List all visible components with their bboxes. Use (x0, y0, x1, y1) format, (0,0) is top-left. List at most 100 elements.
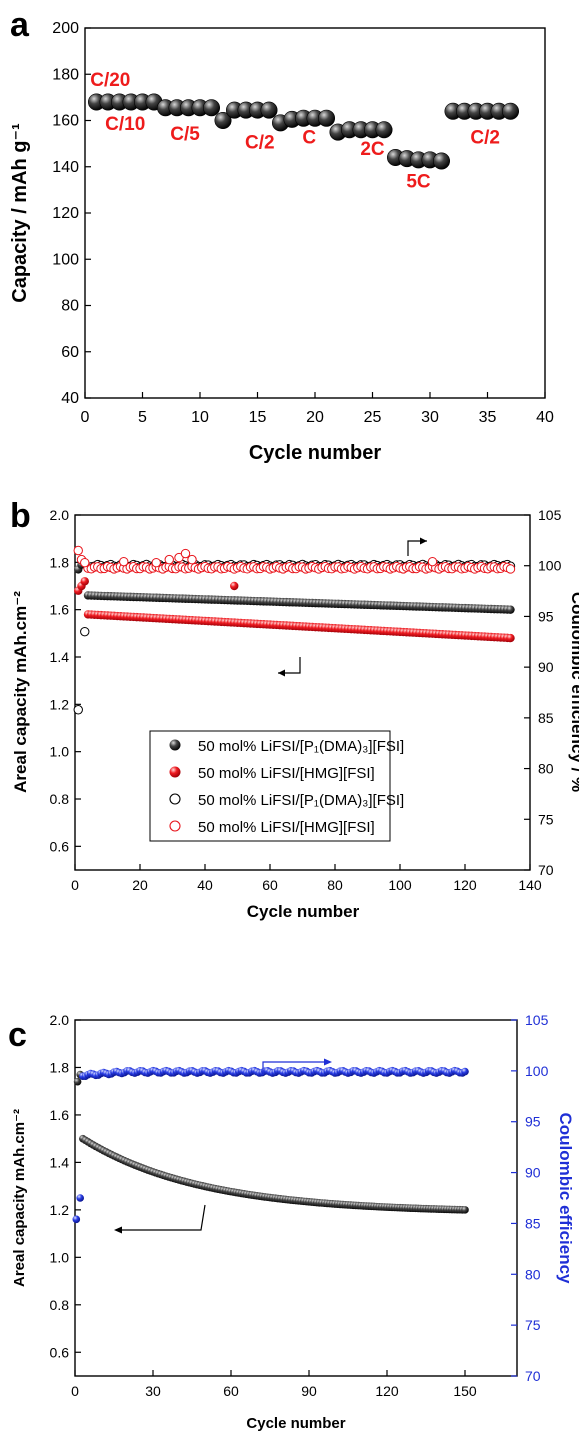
b-y-tick-label: 0.6 (50, 838, 70, 854)
panel-a-y-axis-label: Capacity / mAh g⁻¹ (9, 123, 31, 303)
panel-b-y2-axis-label: Coulombic efficiency / % (568, 592, 579, 792)
b-y-tick-label: 0.8 (50, 791, 70, 807)
legend-marker-filled-black (169, 739, 181, 751)
b-y2-tick-label: 90 (538, 659, 554, 675)
panel-b-left-axis-arrow (278, 657, 301, 674)
b-data-point (505, 564, 516, 574)
panel-letter-c: c (8, 1016, 27, 1054)
panel-b-frame (74, 514, 531, 871)
b-data-point (80, 577, 89, 586)
c-x-tick-label: 30 (145, 1383, 161, 1399)
c-data-point (76, 1194, 84, 1202)
panel-b-left-arrow-head (278, 669, 285, 677)
legend-marker-open-red (169, 820, 181, 832)
a-x-tick-label: 25 (364, 409, 382, 426)
c-x-tick-label: 90 (301, 1383, 317, 1399)
panel-c-y-axis-label: Areal capacity mAh.cm⁻² (11, 1109, 28, 1287)
panel-c-y2-ticks: 70 75 80 85 90 95 100 105 (511, 1012, 549, 1384)
panel-c-y2-axis-label: Coulombic efficiency (556, 1113, 575, 1285)
b-data-point (506, 605, 515, 614)
b-x-tick-label: 40 (197, 877, 213, 893)
b-y2-tick-label: 95 (538, 608, 554, 624)
panel-b-y-ticks: 0.6 0.8 1.0 1.2 1.4 1.6 1.8 2.0 (50, 507, 81, 854)
b-y2-tick-label: 100 (538, 558, 562, 574)
b-y2-tick-label: 75 (538, 811, 554, 827)
a-rate-label: C/2 (245, 132, 275, 153)
panel-c-points (72, 1066, 469, 1224)
panel-b-y-axis-label: Areal capacity mAh.cm⁻² (11, 591, 30, 793)
panel-a-x-axis-label: Cycle number (249, 442, 381, 464)
a-rate-label: C/5 (170, 124, 200, 145)
b-x-tick-label: 20 (132, 877, 148, 893)
b-data-point (180, 548, 191, 559)
b-x-tick-label: 140 (518, 877, 542, 893)
c-data-point (461, 1067, 469, 1076)
b-data-point (80, 626, 90, 637)
a-y-tick-label: 60 (61, 344, 79, 361)
c-x-tick-label: 60 (223, 1383, 239, 1399)
c-y-tick-label: 2.0 (50, 1012, 70, 1028)
panel-b-x-ticks: 0 20 40 60 80 100 120 140 (71, 864, 542, 893)
b-y-tick-label: 1.8 (50, 554, 70, 570)
a-x-tick-label: 0 (81, 409, 90, 426)
b-data-point (73, 545, 83, 556)
panel-c-x-axis-label: Cycle number (246, 1415, 345, 1432)
panel-b-legend: 50 mol% LiFSI/[P₁(DMA)₃][FSI] 50 mol% Li… (149, 730, 404, 842)
a-y-tick-label: 120 (52, 205, 79, 222)
c-y2-tick-label: 70 (525, 1368, 541, 1384)
panel-b-points (73, 545, 516, 715)
panel-c-right-axis-arrow (262, 1061, 329, 1075)
panel-b: b 0 20 40 60 80 100 120 140 0.6 0.8 1.0 1.2 1.4 1.6 1… (10, 497, 579, 921)
panel-c-right-arrow-head (324, 1058, 332, 1066)
b-data-point (187, 554, 197, 565)
a-rate-label: 5C (406, 172, 431, 193)
c-y-tick-label: 1.4 (50, 1154, 70, 1170)
panel-b-x-axis-label: Cycle number (247, 902, 360, 921)
panel-a-y-ticks: 40 60 80 100 120 140 160 180 200 (52, 20, 91, 407)
b-y-tick-label: 1.4 (50, 649, 70, 665)
c-x-tick-label: 120 (375, 1383, 399, 1399)
c-y2-tick-label: 100 (525, 1063, 549, 1079)
c-y2-tick-label: 90 (525, 1165, 541, 1181)
a-data-point (375, 121, 393, 139)
a-x-tick-label: 15 (249, 409, 267, 426)
a-data-point (214, 112, 232, 130)
a-x-tick-label: 20 (306, 409, 324, 426)
b-x-tick-label: 60 (262, 877, 278, 893)
legend-marker-open-black (169, 793, 181, 805)
panel-letter-a: a (10, 6, 30, 44)
panel-c-x-ticks: 0 30 60 90 120 150 (71, 1370, 477, 1399)
panel-c-left-axis-arrow (118, 1204, 206, 1231)
b-x-tick-label: 100 (388, 877, 412, 893)
panel-a-points (88, 93, 519, 170)
panel-a-frame (84, 27, 546, 399)
legend-label-4: 50 mol% LiFSI/[HMG][FSI] (198, 819, 375, 836)
b-data-point (151, 557, 161, 568)
legend-label-2: 50 mol% LiFSI/[HMG][FSI] (198, 765, 375, 782)
c-y-tick-label: 0.8 (50, 1297, 70, 1313)
c-data-point (461, 1206, 469, 1214)
c-y2-tick-label: 75 (525, 1317, 541, 1333)
c-y2-tick-label: 95 (525, 1114, 541, 1130)
b-y2-tick-label: 80 (538, 761, 554, 777)
a-rate-label: 2C (360, 139, 385, 160)
panel-b-legend-box (149, 730, 391, 842)
b-data-point (230, 581, 239, 591)
a-y-tick-label: 160 (52, 113, 79, 130)
panel-letter-b: b (10, 497, 31, 535)
panel-c-left-arrow-head (114, 1226, 122, 1234)
c-y-tick-label: 0.6 (50, 1344, 70, 1360)
b-y-tick-label: 1.2 (50, 696, 70, 712)
a-rate-label: C/20 (90, 70, 130, 91)
b-y2-tick-label: 70 (538, 862, 554, 878)
c-data-point (72, 1215, 81, 1224)
a-data-point (260, 101, 278, 119)
b-data-point (119, 556, 129, 567)
a-x-tick-label: 35 (479, 409, 497, 426)
a-rate-label: C/2 (470, 128, 500, 149)
c-x-tick-label: 150 (453, 1383, 477, 1399)
b-x-tick-label: 80 (327, 877, 343, 893)
a-y-tick-label: 180 (52, 66, 79, 83)
b-y2-tick-label: 85 (538, 710, 554, 726)
c-data-point (73, 1077, 82, 1086)
